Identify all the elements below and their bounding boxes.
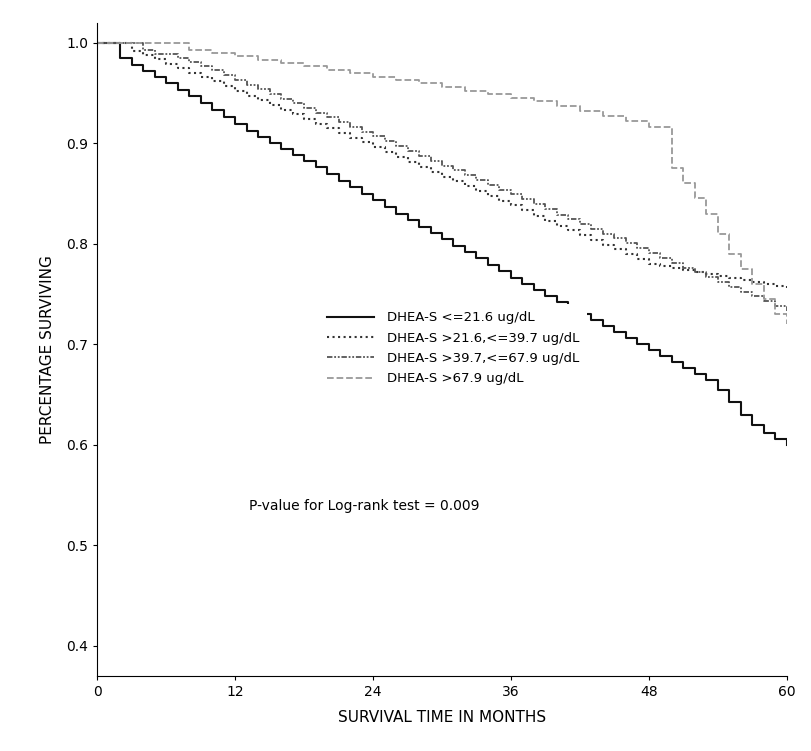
DHEA-S >67.9 ug/dL — [506, 93, 516, 102]
DHEA-S >39.7,<=67.9 ug/dL — [586, 224, 596, 233]
DHEA-S >39.7,<=67.9 ug/dL — [414, 152, 424, 161]
DHEA-S >67.9 ug/dL — [208, 48, 217, 57]
Line: DHEA-S <=21.6 ug/dL: DHEA-S <=21.6 ug/dL — [97, 43, 787, 445]
Text: P-value for Log-rank test = 0.009: P-value for Log-rank test = 0.009 — [249, 499, 479, 514]
DHEA-S <=21.6 ug/dL — [219, 113, 229, 122]
DHEA-S >39.7,<=67.9 ug/dL — [311, 108, 320, 117]
DHEA-S >21.6,<=39.7 ug/dL — [782, 283, 792, 292]
DHEA-S <=21.6 ug/dL — [529, 285, 539, 294]
DHEA-S >67.9 ug/dL — [299, 62, 309, 71]
DHEA-S >67.9 ug/dL — [92, 38, 102, 47]
DHEA-S >67.9 ug/dL — [759, 294, 769, 303]
DHEA-S >67.9 ug/dL — [437, 83, 447, 92]
DHEA-S >21.6,<=39.7 ug/dL — [460, 182, 470, 191]
DHEA-S >21.6,<=39.7 ug/dL — [184, 68, 194, 77]
DHEA-S >67.9 ug/dL — [575, 107, 585, 116]
DHEA-S <=21.6 ug/dL — [277, 145, 286, 154]
DHEA-S >67.9 ug/dL — [277, 59, 286, 68]
DHEA-S >67.9 ug/dL — [391, 75, 401, 84]
DHEA-S >67.9 ug/dL — [529, 96, 539, 105]
DHEA-S >67.9 ug/dL — [702, 209, 711, 218]
DHEA-S >67.9 ug/dL — [644, 122, 654, 131]
DHEA-S >67.9 ug/dL — [483, 89, 493, 98]
Legend: DHEA-S <=21.6 ug/dL, DHEA-S >21.6,<=39.7 ug/dL, DHEA-S >39.7,<=67.9 ug/dL, DHEA-: DHEA-S <=21.6 ug/dL, DHEA-S >21.6,<=39.7… — [320, 303, 587, 393]
Line: DHEA-S >39.7,<=67.9 ug/dL: DHEA-S >39.7,<=67.9 ug/dL — [97, 43, 787, 311]
DHEA-S <=21.6 ug/dL — [334, 176, 344, 185]
DHEA-S >67.9 ug/dL — [598, 111, 607, 120]
DHEA-S <=21.6 ug/dL — [322, 170, 332, 179]
DHEA-S >39.7,<=67.9 ug/dL — [173, 53, 182, 62]
DHEA-S >67.9 ug/dL — [713, 229, 723, 238]
DHEA-S >67.9 ug/dL — [368, 72, 378, 81]
X-axis label: SURVIVAL TIME IN MONTHS: SURVIVAL TIME IN MONTHS — [338, 710, 546, 725]
DHEA-S >39.7,<=67.9 ug/dL — [575, 219, 585, 228]
DHEA-S >21.6,<=39.7 ug/dL — [139, 50, 148, 59]
DHEA-S >67.9 ug/dL — [724, 249, 734, 258]
DHEA-S >21.6,<=39.7 ug/dL — [288, 110, 298, 119]
DHEA-S <=21.6 ug/dL — [299, 157, 309, 166]
DHEA-S >67.9 ug/dL — [678, 179, 688, 188]
DHEA-S >67.9 ug/dL — [345, 68, 355, 77]
DHEA-S <=21.6 ug/dL — [782, 440, 792, 449]
DHEA-S >67.9 ug/dL — [667, 164, 676, 173]
DHEA-S >67.9 ug/dL — [770, 309, 780, 318]
DHEA-S >67.9 ug/dL — [460, 86, 470, 95]
Line: DHEA-S >67.9 ug/dL: DHEA-S >67.9 ug/dL — [97, 43, 787, 324]
DHEA-S >67.9 ug/dL — [322, 65, 332, 74]
DHEA-S >39.7,<=67.9 ug/dL — [92, 38, 102, 47]
DHEA-S >39.7,<=67.9 ug/dL — [782, 306, 792, 315]
DHEA-S >67.9 ug/dL — [414, 78, 424, 87]
DHEA-S >67.9 ug/dL — [230, 51, 240, 60]
Line: DHEA-S >21.6,<=39.7 ug/dL: DHEA-S >21.6,<=39.7 ug/dL — [97, 43, 787, 288]
DHEA-S >67.9 ug/dL — [736, 264, 745, 273]
DHEA-S >67.9 ug/dL — [782, 320, 792, 329]
DHEA-S >21.6,<=39.7 ug/dL — [598, 240, 607, 249]
DHEA-S >21.6,<=39.7 ug/dL — [219, 81, 229, 90]
DHEA-S >67.9 ug/dL — [253, 56, 263, 65]
DHEA-S >67.9 ug/dL — [552, 101, 562, 110]
DHEA-S >67.9 ug/dL — [621, 116, 631, 125]
DHEA-S >21.6,<=39.7 ug/dL — [92, 38, 102, 47]
DHEA-S >67.9 ug/dL — [747, 279, 757, 288]
DHEA-S >67.9 ug/dL — [184, 45, 194, 54]
Y-axis label: PERCENTAGE SURVIVING: PERCENTAGE SURVIVING — [41, 255, 55, 444]
DHEA-S <=21.6 ug/dL — [92, 38, 102, 47]
DHEA-S >39.7,<=67.9 ug/dL — [150, 49, 160, 58]
DHEA-S >67.9 ug/dL — [690, 194, 700, 203]
